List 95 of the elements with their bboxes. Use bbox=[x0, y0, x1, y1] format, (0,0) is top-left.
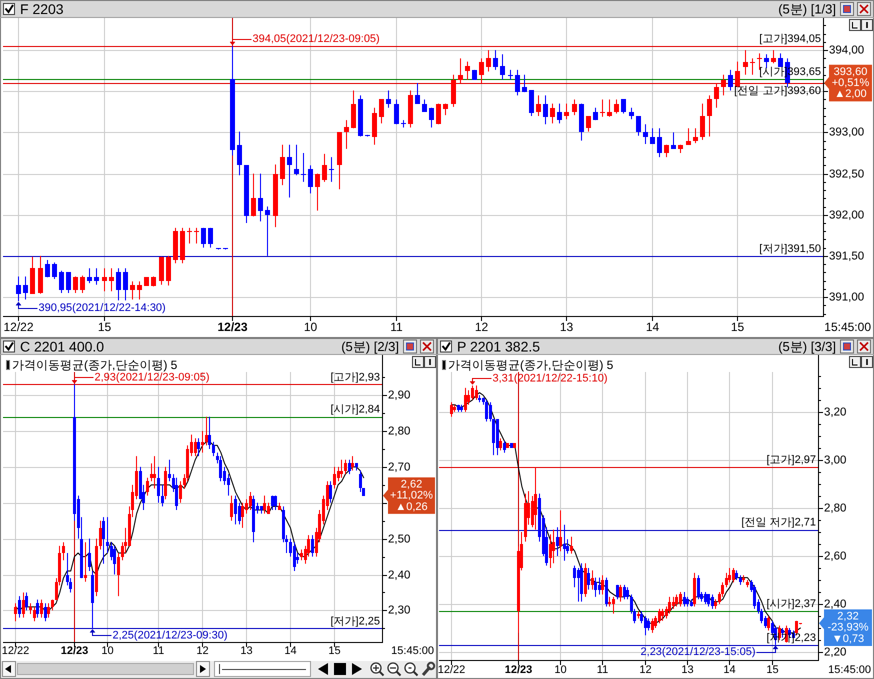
ref-line-label: [전일 고가]393,60 bbox=[734, 85, 821, 98]
x-axis-title: 15:45:00 bbox=[828, 664, 871, 676]
x-tick-label: 15 bbox=[766, 664, 779, 676]
annotation: 394,05(2021/12/23-09:05) bbox=[252, 32, 380, 45]
ref-line-label: [고가]2,93 bbox=[330, 371, 380, 384]
ref-line-label: [시가]2,37 bbox=[766, 598, 816, 610]
candlestick bbox=[564, 104, 569, 120]
y-tick-label: 392,00 bbox=[829, 210, 864, 222]
chart-title: F 2203 bbox=[20, 1, 64, 17]
x-tick-label: 11 bbox=[390, 320, 404, 334]
ref-line-label: [저가]2,25 bbox=[330, 615, 380, 628]
x-tick-label: 13 bbox=[681, 664, 694, 676]
candlestick bbox=[153, 456, 156, 488]
candlestick bbox=[600, 100, 605, 117]
x-tick-label: 12/22 bbox=[3, 320, 34, 334]
candlestick bbox=[750, 58, 755, 75]
candlestick bbox=[329, 157, 334, 182]
y-tick-label: 2,70 bbox=[388, 462, 410, 474]
candlestick bbox=[287, 144, 292, 198]
text: 393,60 +0,51% ▲2,00 bbox=[832, 66, 870, 100]
chart-subtitle: (5분) [1/3] bbox=[778, 2, 836, 16]
x-tick-label: 15 bbox=[328, 645, 341, 657]
y-tick-label: 391,00 bbox=[829, 292, 864, 304]
x-tick-label: 12/22 bbox=[438, 664, 466, 676]
ref-line-label: [저가]391,50 bbox=[759, 242, 821, 255]
x-tick-label: 12 bbox=[474, 320, 488, 334]
annotation: 2,93(2021/12/23-09:05) bbox=[94, 371, 210, 384]
x-tick-label: 12/23 bbox=[504, 664, 532, 676]
ref-line-label: [전일 저가]2,71 bbox=[741, 516, 816, 529]
candlestick bbox=[109, 268, 114, 292]
candlestick bbox=[102, 268, 107, 292]
x-tick-label: 12/23 bbox=[217, 320, 248, 334]
y-tick-label: 391,50 bbox=[829, 250, 864, 262]
x-axis-title: 15:45:00 bbox=[391, 645, 434, 657]
x-axis-title: 15:45:00 bbox=[824, 320, 872, 334]
y-tick-label: 2,60 bbox=[824, 550, 846, 562]
x-tick-label: 11 bbox=[152, 645, 164, 657]
annotation: 390,95(2021/12/22-14:30) bbox=[38, 302, 166, 314]
candlestick bbox=[344, 120, 349, 149]
candlestick bbox=[194, 228, 199, 244]
y-tick-label: 2,80 bbox=[824, 502, 846, 514]
chart-title: C 2201 400.0 bbox=[20, 338, 104, 354]
line-series bbox=[15, 441, 364, 611]
annotation: 2,25(2021/12/23-09:30) bbox=[112, 629, 228, 642]
candlestick bbox=[84, 542, 87, 582]
ref-line-label: [시가]2,84 bbox=[330, 404, 380, 416]
x-tick-label: 14 bbox=[723, 664, 736, 676]
y-tick-label: 2,30 bbox=[388, 604, 410, 616]
ref-line-label: [고가]394,05 bbox=[759, 32, 821, 45]
x-tick-label: 15 bbox=[730, 320, 744, 334]
chart-subtitle: (5분) [2/3] bbox=[341, 339, 399, 354]
y-tick-label: 2,40 bbox=[388, 570, 410, 582]
candlestick bbox=[265, 206, 270, 256]
x-tick-label: 10 bbox=[554, 664, 567, 676]
x-tick-label: 15 bbox=[98, 320, 112, 334]
candlestick bbox=[607, 100, 612, 117]
text: 2,32 -23,93% ▼0,73 bbox=[828, 610, 869, 645]
ref-line-label: [고가]2,97 bbox=[766, 454, 816, 466]
legend-label: 가격이동평균(종가,단순이평) 5 bbox=[448, 358, 614, 372]
text: 2,62 +11,02% ▲0,26 bbox=[390, 478, 434, 513]
legend-label: 가격이동평균(종가,단순이평) 5 bbox=[12, 358, 178, 372]
chart-title: P 2201 382.5 bbox=[457, 338, 540, 354]
chart-subtitle: (5분) [3/3] bbox=[778, 339, 836, 354]
y-tick-label: 2,40 bbox=[824, 598, 846, 610]
y-tick-label: 3,20 bbox=[824, 406, 846, 418]
candlestick bbox=[743, 50, 748, 75]
y-tick-label: 394,00 bbox=[829, 44, 864, 56]
candlestick bbox=[294, 144, 299, 176]
annotation: 2,23(2021/12/23-15:05) bbox=[640, 646, 756, 658]
y-tick-label: 2,90 bbox=[388, 390, 410, 402]
x-tick-label: 10 bbox=[304, 320, 318, 334]
y-tick-label: 2,50 bbox=[388, 534, 410, 546]
candlestick bbox=[508, 70, 513, 80]
x-tick-label: 14 bbox=[284, 645, 297, 657]
candlestick bbox=[301, 153, 306, 182]
candlestick bbox=[187, 228, 192, 244]
x-tick-label: 14 bbox=[646, 320, 660, 334]
y-tick-label: 3,00 bbox=[824, 454, 846, 466]
x-tick-label: 11 bbox=[596, 664, 608, 676]
x-tick-label: 10 bbox=[101, 645, 114, 657]
candlestick bbox=[401, 120, 406, 128]
x-tick-label: 13 bbox=[560, 320, 574, 334]
x-tick-label: 12 bbox=[639, 664, 652, 676]
y-tick-label: 2,80 bbox=[388, 426, 410, 438]
candlestick bbox=[563, 524, 566, 561]
x-tick-label: 12 bbox=[196, 645, 209, 657]
x-tick-label: 12/23 bbox=[60, 645, 88, 657]
x-tick-label: 13 bbox=[240, 645, 253, 657]
y-tick-label: 2,20 bbox=[824, 646, 846, 658]
y-tick-label: 393,00 bbox=[829, 126, 864, 138]
x-tick-label: 12/22 bbox=[2, 645, 30, 657]
candlestick bbox=[201, 431, 204, 453]
y-tick-label: 392,50 bbox=[829, 168, 864, 180]
candlestick bbox=[106, 517, 109, 554]
candlestick bbox=[757, 53, 762, 70]
